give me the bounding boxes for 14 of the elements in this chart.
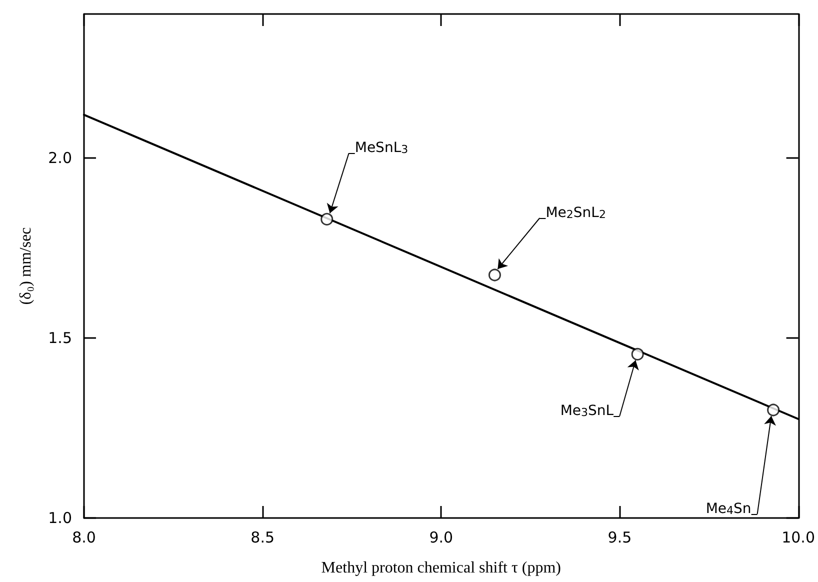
annotation: Me2SnL2 (546, 205, 606, 221)
x-tick-label: 8.0 (72, 528, 96, 546)
y-axis-title: (δ₀) mm/sec (18, 227, 34, 305)
x-tick-label: 9.5 (608, 528, 632, 546)
y-tick-label: 1.5 (48, 329, 72, 347)
annotation: Me4Sn (706, 501, 752, 517)
y-tick-label: 1.0 (48, 509, 72, 527)
annotation: Me3SnL (560, 403, 614, 420)
x-tick-label: 9.0 (429, 528, 454, 546)
x-tick-label: 8.5 (250, 528, 275, 546)
x-axis-title: Methyl proton chemical shift τ (ppm) (321, 560, 562, 576)
x-tick-label: 10.0 (782, 528, 816, 546)
y-tick-label: 2.0 (48, 149, 72, 167)
annotation: MeSnL3 (354, 140, 408, 156)
